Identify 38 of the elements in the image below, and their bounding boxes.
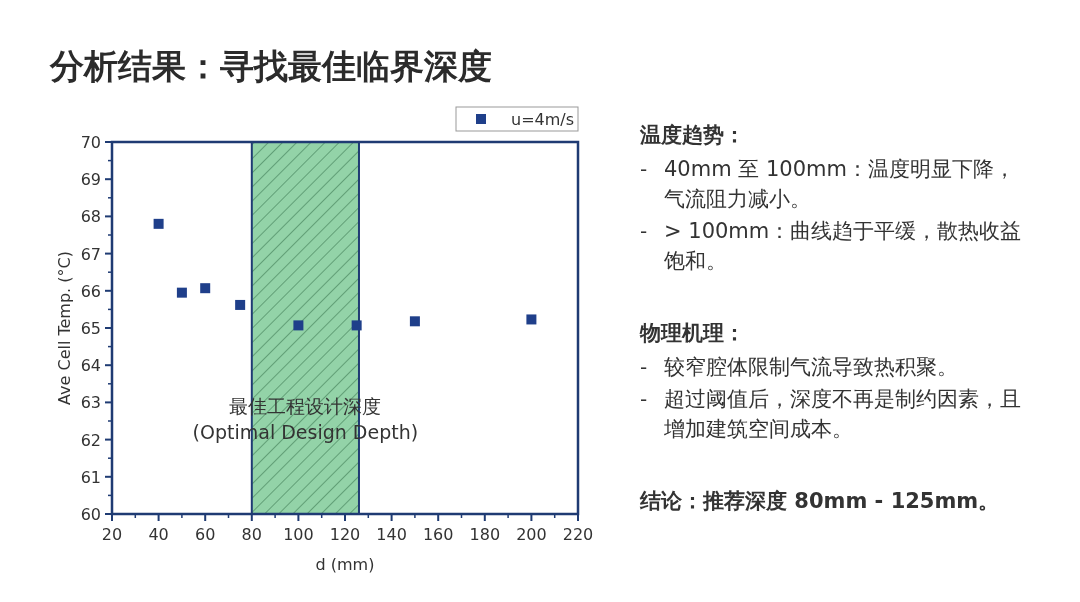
y-tick-label: 65 [80,319,101,338]
chart-title: 分析结果：寻找最佳临界深度 [49,46,492,86]
x-tick-label: 180 [469,525,501,544]
point [153,218,164,229]
y-tick-label: 60 [80,505,101,524]
y-tick-label: 62 [80,430,101,450]
x-tick-label: 220 [562,525,594,544]
x-tick-label: 200 [516,525,547,544]
y-tick-label: 69 [80,170,101,190]
point [235,299,246,310]
x-tick-label: 160 [422,525,454,544]
x-tick-label: 80 [241,525,262,544]
point [526,314,537,325]
y-tick-label: 61 [80,467,101,487]
x-tick-label: 60 [195,525,216,544]
y-tick-label: 68 [80,207,101,227]
x-tick-label: 40 [148,525,169,544]
point [176,287,187,298]
text: 结论：推荐深度 80mm - 125mm。 [639,489,1000,513]
x-axis-title: d (mm) [315,555,375,574]
y-tick-label: 70 [80,133,101,152]
legend: u=4m/s [455,106,579,132]
point [409,316,420,327]
y-tick-label: 64 [80,356,101,376]
text: 温度趋势： - 40mm 至 100mm：温度明显下降，气流阻力减小。 - > 100mm：曲线趋于平缓，散热收益饱和。 [639,123,1022,273]
text: 物理机理： - 较窄腔体限制气流导致热积聚。 - 超过阈值后，深度不再是制约因素，且增加建筑空间成本。 [639,321,1021,441]
y-tick-label: 63 [80,393,101,413]
x-tick-label: 100 [283,525,314,544]
point [293,320,304,331]
x-tick-label: 120 [329,525,361,544]
point [351,320,362,331]
y-tick-label: 67 [80,244,101,264]
y-tick-label: 66 [80,281,101,301]
legend-label: u=4m/s [511,110,575,129]
y-axis-title: Ave Cell Temp. (°C) [55,251,74,405]
x-tick-label: 140 [376,525,407,544]
point [200,283,211,294]
x-tick-label: 20 [101,525,123,544]
